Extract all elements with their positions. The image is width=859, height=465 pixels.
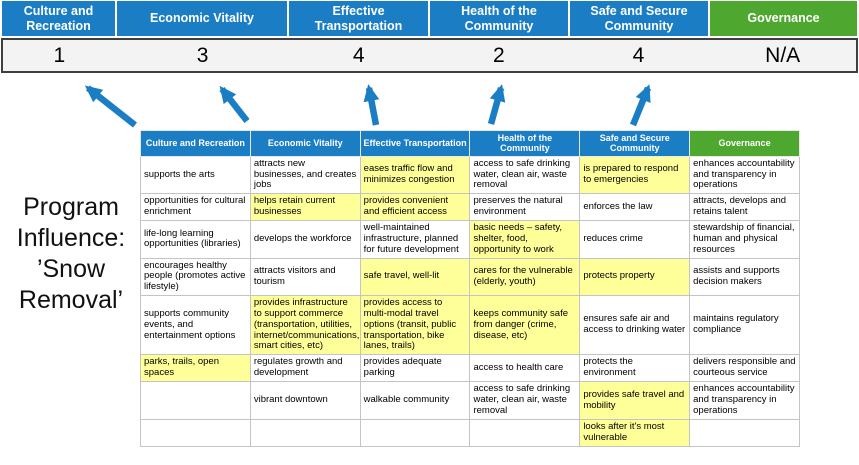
- matrix-cell: encourages healthy people (promotes acti…: [140, 257, 251, 297]
- matrix-row: looks after it's most vulnerable: [140, 418, 800, 447]
- matrix-cell: [140, 381, 251, 420]
- matrix-header-economic-vitality: Economic Vitality: [249, 130, 361, 157]
- score-culture-and-recreation: 1: [53, 43, 66, 67]
- matrix-cell: parks, trails, open spaces: [140, 354, 251, 383]
- score-safe-and-secure-community: 4: [632, 43, 645, 67]
- matrix-cell: regulates growth and development: [249, 354, 361, 383]
- category-header-effective-transportation: Effective Transportation: [289, 1, 428, 36]
- matrix-cell: enhances accountability and transparency…: [689, 155, 800, 195]
- matrix-cell: looks after it's most vulnerable: [579, 418, 691, 447]
- matrix-row: supports the arts attracts new businesses…: [140, 155, 800, 195]
- influence-arrow-health: [487, 84, 506, 125]
- category-header-culture-and-recreation: Culture and Recreation: [2, 1, 115, 36]
- matrix-row: vibrant downtown walkable community access…: [140, 381, 800, 420]
- matrix-cell: vibrant downtown: [249, 381, 361, 420]
- matrix-cell: reduces crime: [579, 220, 691, 259]
- matrix-cell: provides access to multi-modal travel op…: [359, 295, 471, 356]
- matrix-cell: basic needs – safety, shelter, food, opp…: [469, 220, 581, 259]
- category-header-economic-vitality: Economic Vitality: [117, 1, 287, 36]
- matrix-cell: enhances accountability and transparency…: [689, 381, 800, 420]
- matrix-cell: access to safe drinking water, clean air…: [469, 155, 581, 195]
- matrix-cell: maintains regulatory compliance: [689, 295, 800, 356]
- matrix-cell: cares for the vulnerable (elderly, youth…: [469, 257, 581, 297]
- matrix-body: supports the arts attracts new businesses…: [140, 155, 800, 447]
- category-header-governance: Governance: [710, 1, 857, 36]
- score-economic-vitality: 3: [196, 43, 209, 67]
- matrix-cell: delivers responsible and courteous servi…: [689, 354, 800, 383]
- category-header-row: Culture and Recreation Economic Vitality E…: [2, 1, 857, 36]
- matrix-cell: [689, 418, 800, 447]
- category-header-safe-and-secure-community: Safe and Secure Community: [570, 1, 708, 36]
- matrix-cell: access to safe drinking water, clean air…: [469, 381, 581, 420]
- matrix-cell: provides infrastructure to support comme…: [249, 295, 361, 356]
- matrix-cell: supports community events, and entertain…: [140, 295, 251, 356]
- matrix-header-safe-and-secure-community: Safe and Secure Community: [579, 130, 691, 157]
- score-row: 1 3 4 2 4 N/A: [1, 38, 858, 73]
- matrix-header-row: Culture and Recreation Economic Vitality E…: [140, 130, 800, 157]
- matrix-cell: attracts new businesses, and creates job…: [249, 155, 361, 195]
- score-governance: N/A: [765, 43, 801, 67]
- matrix-cell: attracts, develops and retains talent: [689, 193, 800, 222]
- matrix-cell: [359, 418, 471, 447]
- matrix-row: life-long learning opportunities (librar…: [140, 220, 800, 259]
- matrix-header-health-of-the-community: Health of the Community: [469, 130, 581, 157]
- influence-arrow-safe: [629, 84, 652, 127]
- matrix-cell: ensures safe air and access to drinking …: [579, 295, 691, 356]
- influence-arrow-culture: [84, 85, 138, 128]
- matrix-cell: eases traffic flow and minimizes congest…: [359, 155, 471, 195]
- score-health-of-the-community: 2: [492, 43, 505, 67]
- matrix-cell: enforces the law: [579, 193, 691, 222]
- matrix-header-governance: Governance: [689, 130, 800, 157]
- influence-arrows: [84, 84, 652, 128]
- matrix-row: encourages healthy people (promotes acti…: [140, 257, 800, 297]
- matrix-cell: well-maintained infrastructure, planned …: [359, 220, 471, 259]
- matrix-header-culture-and-recreation: Culture and Recreation: [140, 130, 251, 157]
- matrix-cell: [469, 418, 581, 447]
- matrix-cell: is prepared to respond to emergencies: [579, 155, 691, 195]
- matrix-cell: develops the workforce: [249, 220, 361, 259]
- influence-arrow-transportation: [363, 84, 380, 126]
- matrix-cell: walkable community: [359, 381, 471, 420]
- matrix-cell: [140, 418, 251, 447]
- matrix-row: opportunities for cultural enrichment hel…: [140, 193, 800, 222]
- influence-arrow-economic: [219, 85, 250, 124]
- matrix-cell: provides safe travel and mobility: [579, 381, 691, 420]
- matrix-cell: supports the arts: [140, 155, 251, 195]
- matrix-cell: access to health care: [469, 354, 581, 383]
- matrix-cell: opportunities for cultural enrichment: [140, 193, 251, 222]
- matrix-cell: provides convenient and efficient access: [359, 193, 471, 222]
- matrix-cell: keeps community safe from danger (crime,…: [469, 295, 581, 356]
- category-header-health-of-the-community: Health of the Community: [430, 1, 568, 36]
- score-effective-transportation: 4: [352, 43, 365, 67]
- matrix-cell: [249, 418, 361, 447]
- matrix-cell: stewardship of financial, human and phys…: [689, 220, 800, 259]
- matrix-cell: protects property: [579, 257, 691, 297]
- matrix-cell: assists and supports decision makers: [689, 257, 800, 297]
- matrix-row: parks, trails, open spaces regulates grow…: [140, 354, 800, 383]
- matrix-cell: safe travel, well-lit: [359, 257, 471, 297]
- matrix-cell: attracts visitors and tourism: [249, 257, 361, 297]
- matrix-cell: helps retain current businesses: [249, 193, 361, 222]
- matrix-row: supports community events, and entertain…: [140, 295, 800, 356]
- influence-matrix-table: Culture and Recreation Economic Vitality E…: [140, 130, 800, 447]
- matrix-header-effective-transportation: Effective Transportation: [359, 130, 471, 157]
- matrix-cell: life-long learning opportunities (librar…: [140, 220, 251, 259]
- matrix-cell: provides adequate parking: [359, 354, 471, 383]
- matrix-cell: protects the environment: [579, 354, 691, 383]
- program-influence-label: Program Influence: ’Snow Removal’: [16, 193, 126, 314]
- matrix-cell: preserves the natural environment: [469, 193, 581, 222]
